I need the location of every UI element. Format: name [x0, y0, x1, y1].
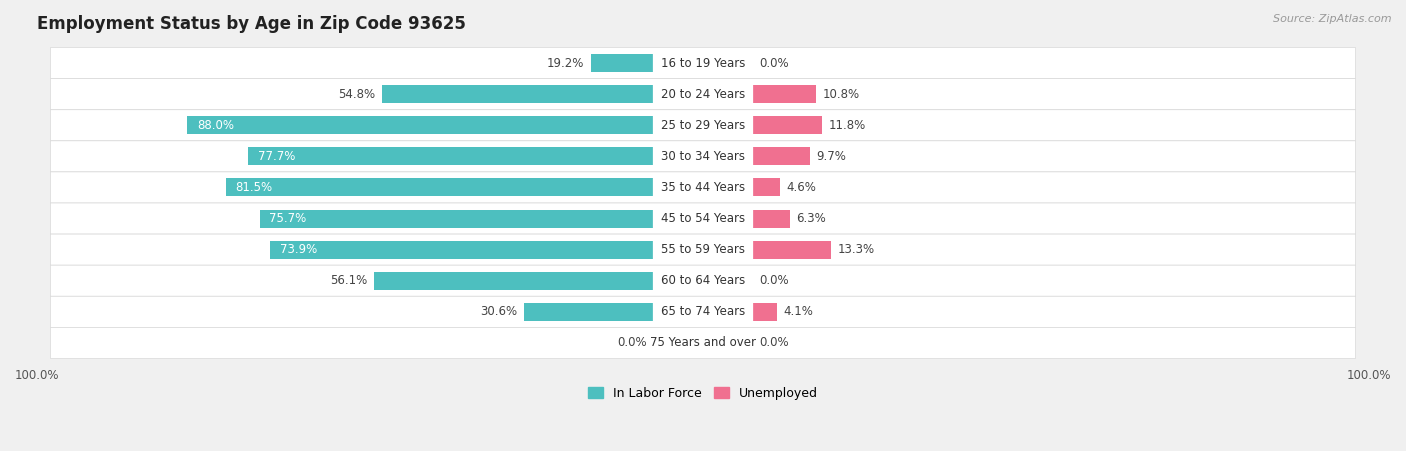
- Bar: [374, 272, 652, 290]
- FancyBboxPatch shape: [51, 296, 1355, 327]
- Bar: [187, 116, 652, 134]
- Text: 56.1%: 56.1%: [330, 274, 368, 287]
- FancyBboxPatch shape: [652, 302, 754, 322]
- Text: 0.0%: 0.0%: [617, 336, 647, 350]
- Bar: [523, 303, 652, 321]
- Bar: [754, 147, 810, 166]
- Text: 75 Years and over: 75 Years and over: [650, 336, 756, 350]
- Text: 75.7%: 75.7%: [270, 212, 307, 225]
- FancyBboxPatch shape: [51, 141, 1355, 172]
- Bar: [754, 85, 817, 103]
- Text: 9.7%: 9.7%: [817, 150, 846, 163]
- FancyBboxPatch shape: [51, 172, 1355, 203]
- Text: 30 to 34 Years: 30 to 34 Years: [661, 150, 745, 163]
- Bar: [591, 54, 652, 72]
- Bar: [754, 303, 778, 321]
- FancyBboxPatch shape: [51, 265, 1355, 296]
- FancyBboxPatch shape: [652, 84, 754, 104]
- FancyBboxPatch shape: [652, 115, 754, 135]
- Text: 4.1%: 4.1%: [783, 305, 814, 318]
- Bar: [754, 179, 780, 197]
- Text: Source: ZipAtlas.com: Source: ZipAtlas.com: [1274, 14, 1392, 23]
- Legend: In Labor Force, Unemployed: In Labor Force, Unemployed: [583, 382, 823, 405]
- FancyBboxPatch shape: [652, 240, 754, 259]
- Text: 54.8%: 54.8%: [339, 87, 375, 101]
- FancyBboxPatch shape: [51, 203, 1355, 234]
- Text: 30.6%: 30.6%: [479, 305, 517, 318]
- Text: 25 to 29 Years: 25 to 29 Years: [661, 119, 745, 132]
- Text: 10.8%: 10.8%: [823, 87, 860, 101]
- Text: 73.9%: 73.9%: [280, 243, 318, 256]
- Text: 88.0%: 88.0%: [197, 119, 235, 132]
- FancyBboxPatch shape: [652, 333, 754, 353]
- Text: 20 to 24 Years: 20 to 24 Years: [661, 87, 745, 101]
- Bar: [225, 179, 652, 197]
- FancyBboxPatch shape: [652, 209, 754, 228]
- Bar: [270, 241, 652, 258]
- Bar: [754, 116, 823, 134]
- Text: 45 to 54 Years: 45 to 54 Years: [661, 212, 745, 225]
- Text: 6.3%: 6.3%: [796, 212, 827, 225]
- Text: 35 to 44 Years: 35 to 44 Years: [661, 181, 745, 194]
- Text: 81.5%: 81.5%: [236, 181, 273, 194]
- Bar: [260, 210, 652, 228]
- FancyBboxPatch shape: [652, 147, 754, 166]
- Text: 4.6%: 4.6%: [786, 181, 817, 194]
- Text: 19.2%: 19.2%: [547, 56, 583, 69]
- Bar: [382, 85, 652, 103]
- Text: Employment Status by Age in Zip Code 93625: Employment Status by Age in Zip Code 936…: [37, 15, 467, 33]
- FancyBboxPatch shape: [652, 178, 754, 197]
- FancyBboxPatch shape: [51, 110, 1355, 141]
- FancyBboxPatch shape: [652, 271, 754, 290]
- Bar: [754, 241, 831, 258]
- Bar: [652, 334, 703, 352]
- Bar: [754, 210, 790, 228]
- Text: 60 to 64 Years: 60 to 64 Years: [661, 274, 745, 287]
- Text: 11.8%: 11.8%: [828, 119, 866, 132]
- Bar: [247, 147, 652, 166]
- FancyBboxPatch shape: [51, 234, 1355, 265]
- Text: 77.7%: 77.7%: [257, 150, 295, 163]
- FancyBboxPatch shape: [51, 327, 1355, 359]
- Text: 0.0%: 0.0%: [759, 56, 789, 69]
- Text: 16 to 19 Years: 16 to 19 Years: [661, 56, 745, 69]
- FancyBboxPatch shape: [51, 47, 1355, 78]
- FancyBboxPatch shape: [51, 78, 1355, 110]
- Text: 13.3%: 13.3%: [838, 243, 875, 256]
- Text: 55 to 59 Years: 55 to 59 Years: [661, 243, 745, 256]
- FancyBboxPatch shape: [652, 54, 754, 73]
- Text: 0.0%: 0.0%: [759, 336, 789, 350]
- Text: 65 to 74 Years: 65 to 74 Years: [661, 305, 745, 318]
- Text: 0.0%: 0.0%: [759, 274, 789, 287]
